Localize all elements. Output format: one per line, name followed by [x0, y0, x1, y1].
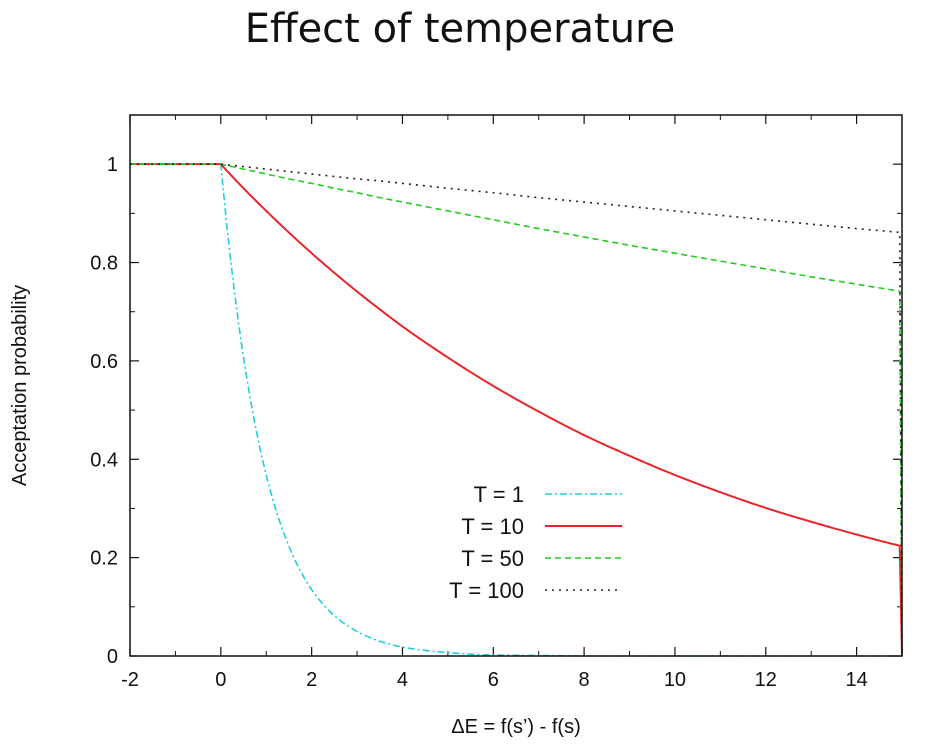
tick-marks [129, 114, 903, 657]
legend-label: T = 50 [461, 546, 524, 571]
x-axis-label: ΔE = f(s’) - f(s) [451, 716, 580, 738]
y-tick-label: 0.8 [90, 253, 118, 275]
x-tick-label: 12 [755, 669, 777, 691]
x-tick-label: 10 [664, 669, 686, 691]
slide-title: Effect of temperature [244, 6, 676, 52]
x-tick-label: 6 [488, 669, 499, 691]
series-line-2 [130, 163, 903, 657]
series-line-1 [130, 163, 903, 657]
legend: T = 1 T = 10 T = 50 T = 100 [449, 482, 622, 603]
y-tick-label: 0.6 [90, 351, 118, 373]
y-tick-label: 0 [107, 646, 118, 668]
y-tick-label: 1 [107, 154, 118, 176]
plot-frame [129, 114, 903, 657]
x-tick-label: 4 [397, 669, 408, 691]
x-tick-label: 14 [845, 669, 867, 691]
x-tick-label: 2 [306, 669, 317, 691]
y-tick-label: 0.4 [90, 449, 118, 471]
legend-label: T = 100 [449, 578, 524, 603]
x-tick-label: 0 [215, 669, 226, 691]
y-tick-label: 0.2 [90, 548, 118, 570]
legend-label: T = 10 [461, 514, 524, 539]
x-tick-label: -2 [121, 669, 139, 691]
y-axis-label: Acceptation probability [9, 285, 31, 486]
x-tick-label: 8 [579, 669, 590, 691]
legend-label: T = 1 [474, 482, 524, 507]
